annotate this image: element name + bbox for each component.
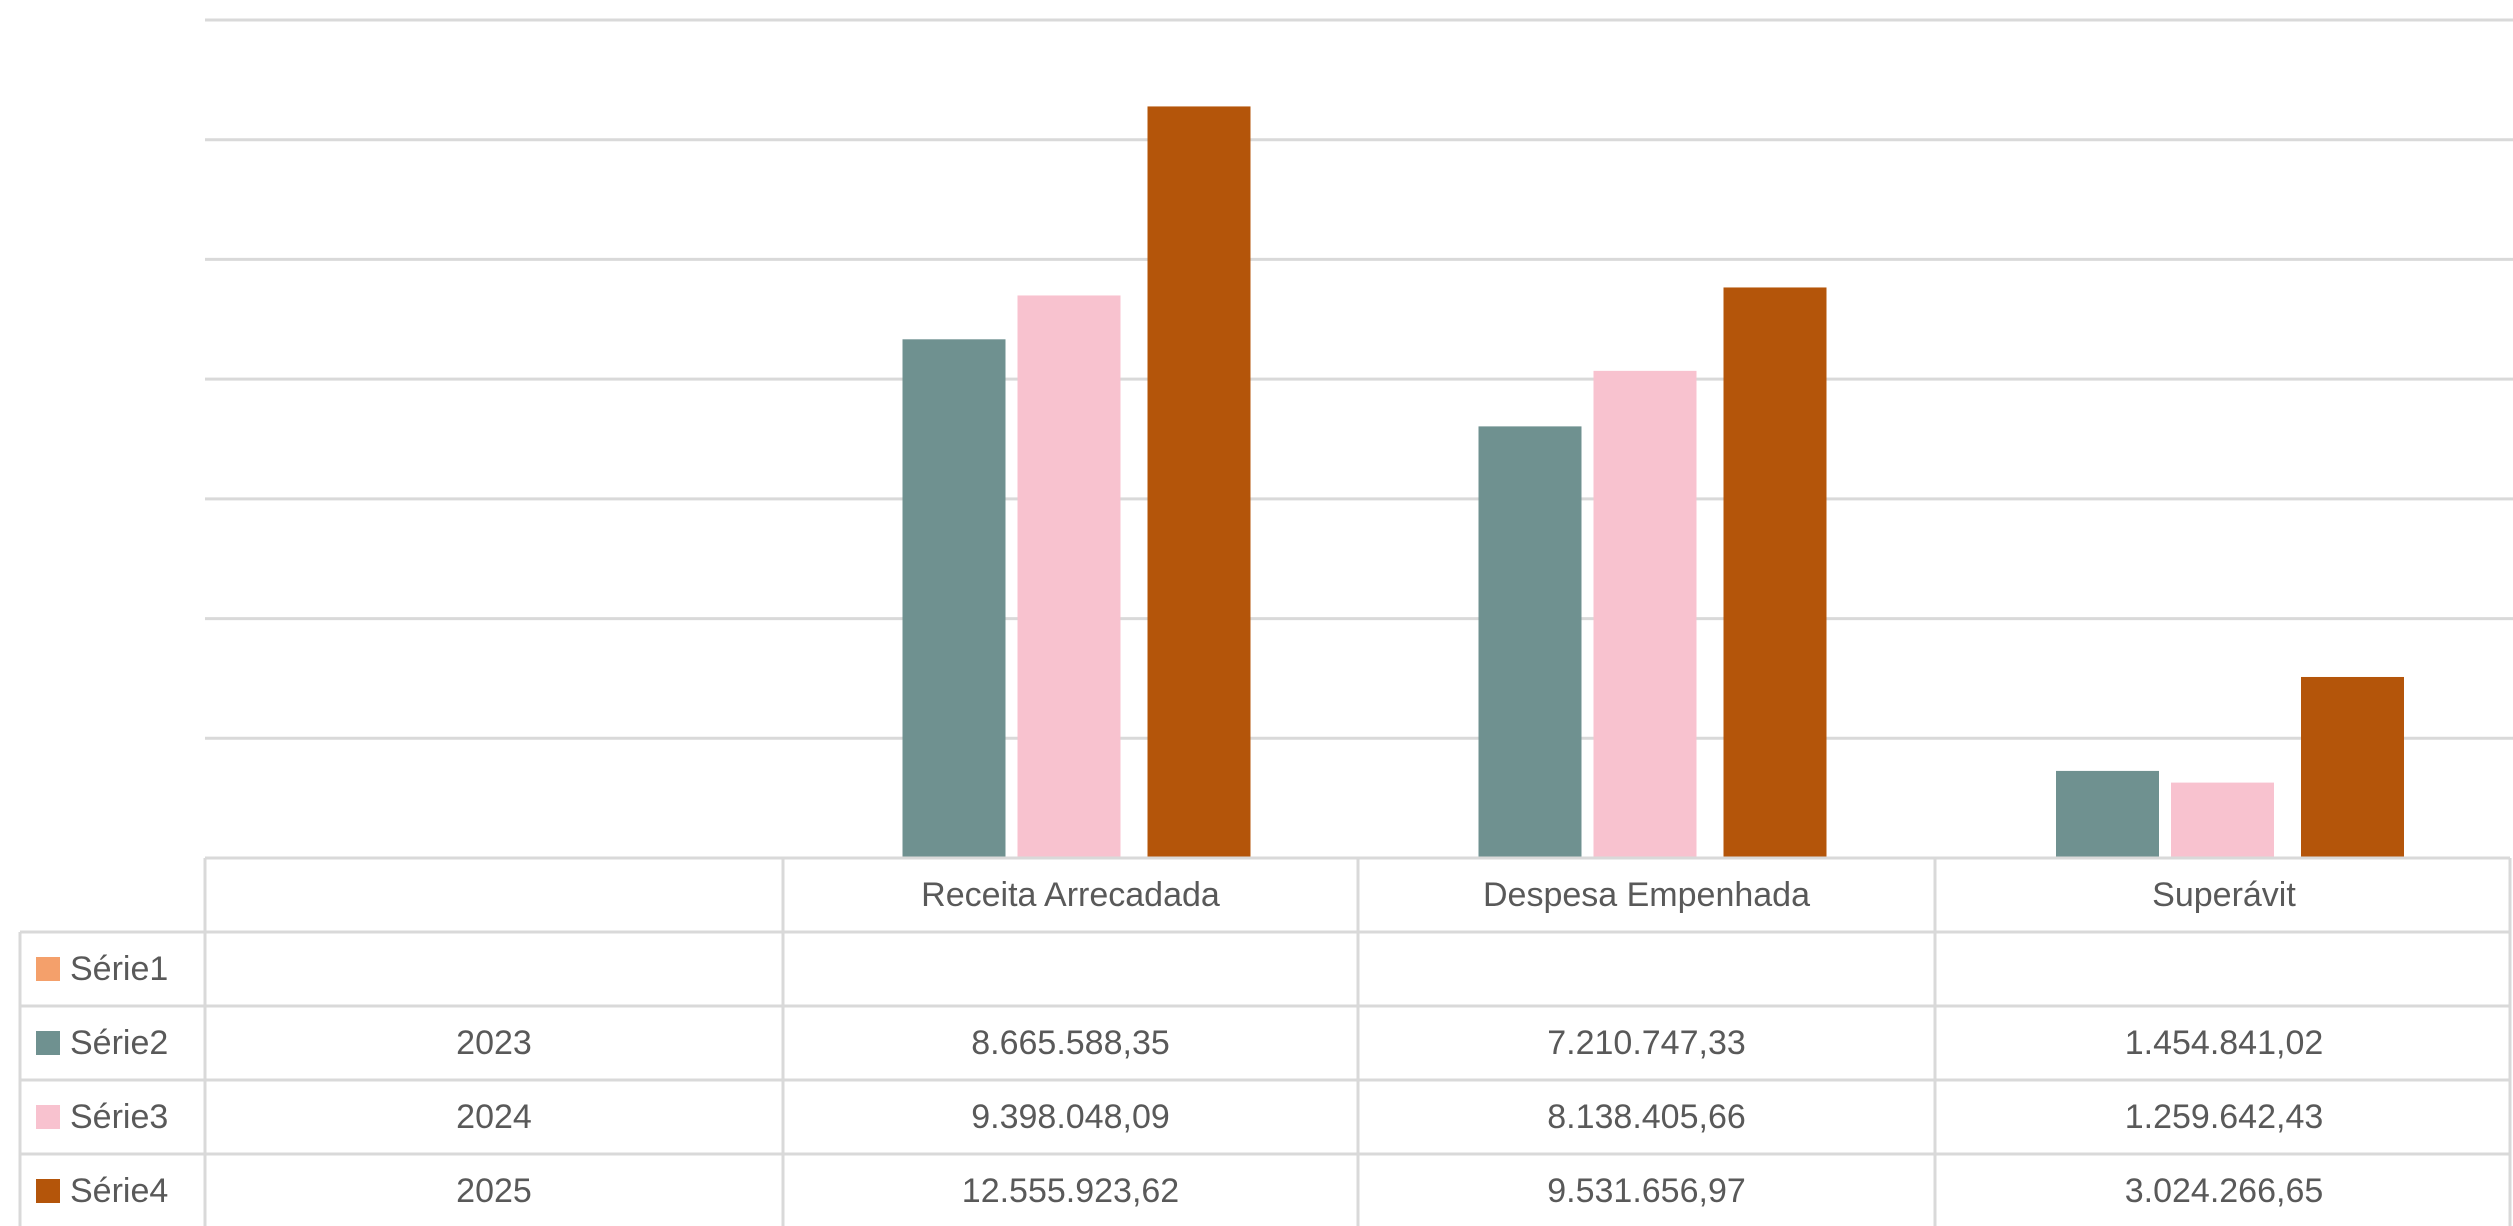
series-name: Série3 <box>70 1098 168 1136</box>
category-label: Despesa Empenhada <box>1483 876 1810 914</box>
data-label: 1.259.642,43 <box>2125 1098 2324 1136</box>
bar-srie3-3 <box>2171 782 2274 858</box>
data-label: 12.555.923,62 <box>962 1172 1179 1210</box>
legend-key-srie2 <box>36 1031 60 1055</box>
data-label: 9.398.048,09 <box>971 1098 1170 1136</box>
bar-srie3-1 <box>1017 295 1121 858</box>
series-year: 2025 <box>456 1172 532 1210</box>
bar-srie3-2 <box>1593 370 1697 858</box>
series-name: Série1 <box>70 950 168 988</box>
bars <box>902 106 2404 859</box>
data-label: 9.531.656,97 <box>1547 1172 1746 1210</box>
gridlines <box>205 18 2513 740</box>
bar-srie2-2 <box>1478 426 1582 858</box>
bar-srie4-3 <box>2301 676 2404 858</box>
category-label: Receita Arrecadada <box>921 876 1220 914</box>
data-label: 8.138.405,66 <box>1547 1098 1746 1136</box>
bar-srie4-1 <box>1147 106 1251 858</box>
bar-srie4-2 <box>1723 287 1827 858</box>
series-year: 2023 <box>456 1024 532 1062</box>
data-label: 1.454.841,02 <box>2125 1024 2324 1062</box>
bar-srie2-1 <box>902 339 1006 859</box>
bar-srie2-3 <box>2056 770 2159 858</box>
series-year: 2024 <box>456 1098 532 1136</box>
data-table: Receita Arrecadada Despesa Empenhada Super… <box>18 856 2512 1226</box>
legend-key-srie4 <box>36 1179 60 1203</box>
data-label: 7.210.747,33 <box>1547 1024 1746 1062</box>
data-label: 8.665.588,35 <box>971 1024 1170 1062</box>
legend-key-srie3 <box>36 1105 60 1129</box>
series-name: Série4 <box>70 1172 168 1210</box>
category-label: Superávit <box>2152 876 2296 914</box>
series-name: Série2 <box>70 1024 168 1062</box>
data-label: 3.024.266,65 <box>2125 1172 2324 1210</box>
legend-key-srie1 <box>36 957 60 981</box>
